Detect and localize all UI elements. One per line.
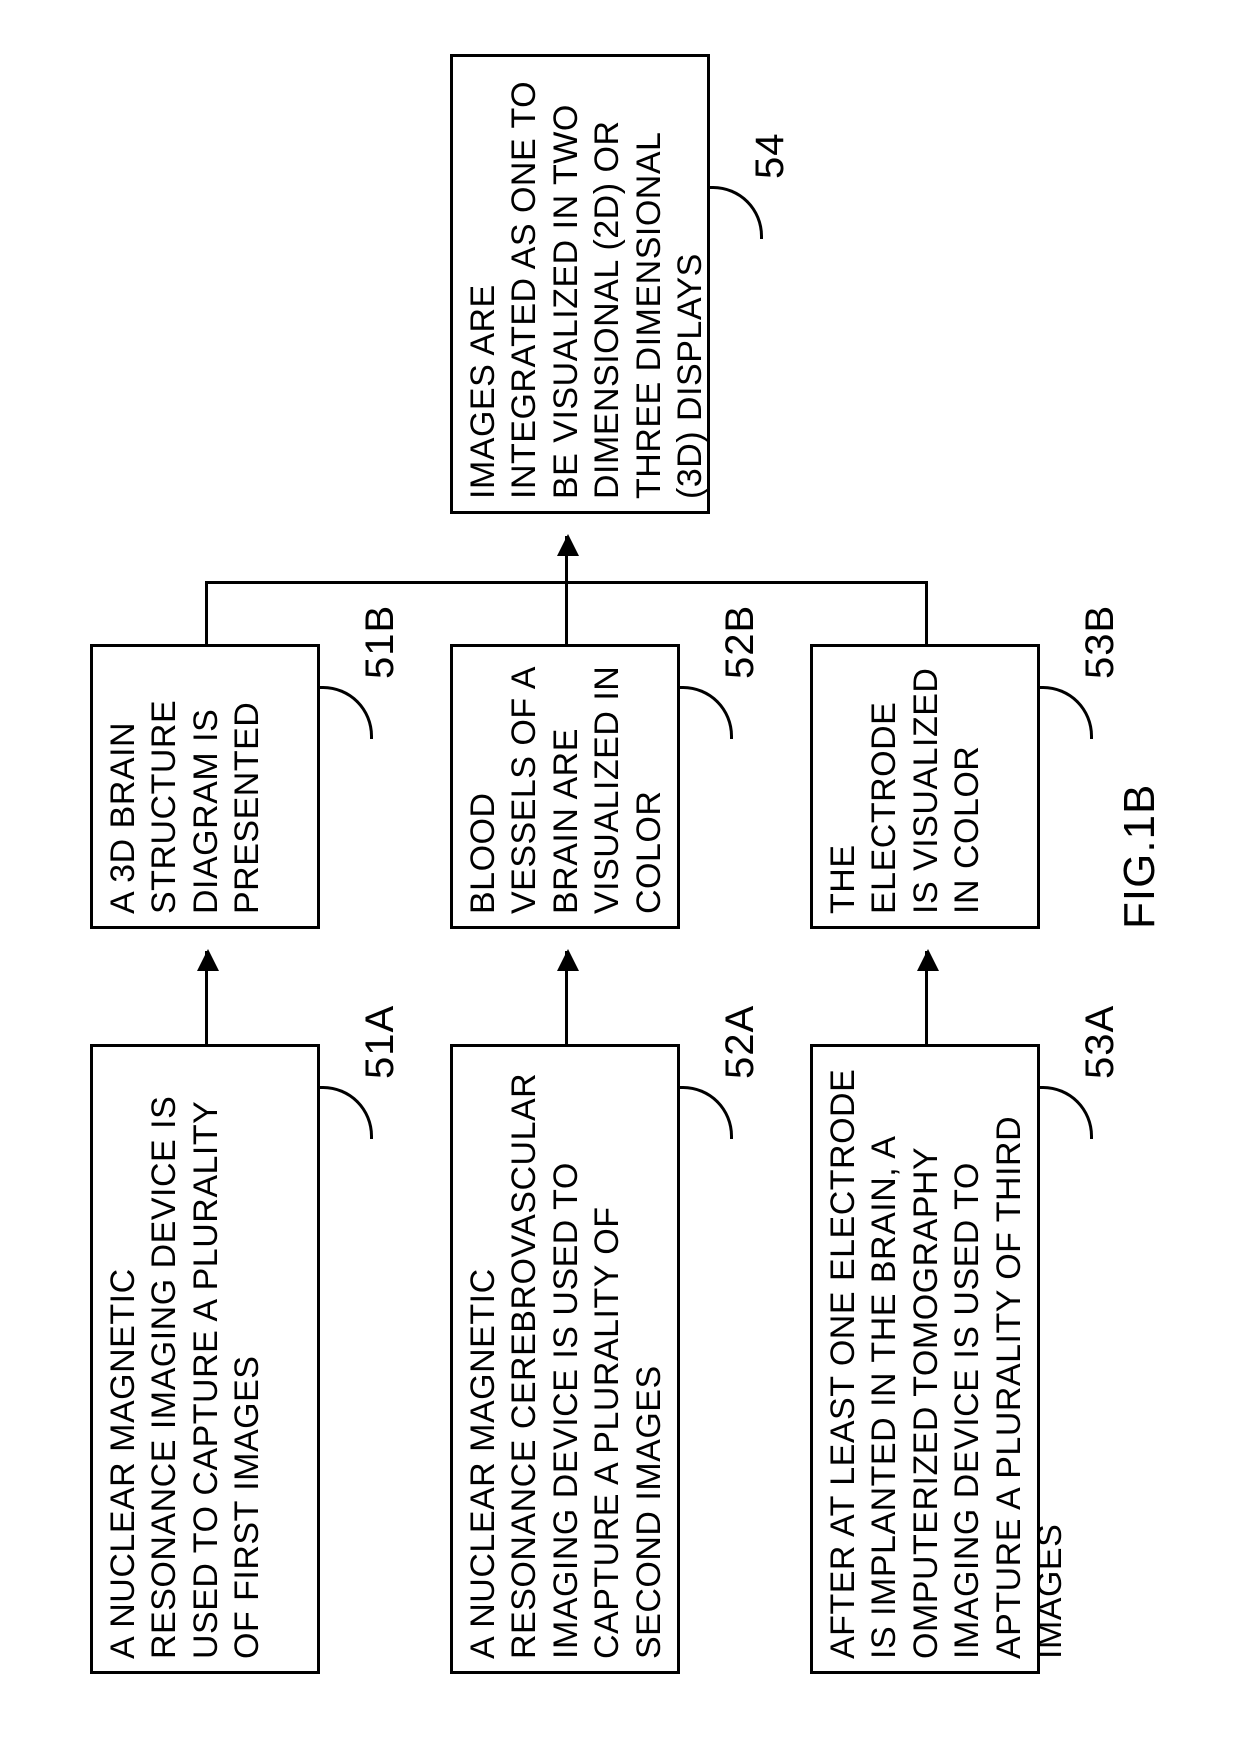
box-51a-text: A NUCLEAR MAGNETIC RESONANCE IMAGING DEV… [103, 1059, 269, 1659]
box-51b-text: A 3D BRAIN STRUCTURE DIAGRAM IS PRESENTE… [103, 659, 269, 914]
label-52b: 52B [718, 605, 763, 679]
box-54: IMAGES ARE INTEGRATED AS ONE TO BE VISUA… [450, 54, 710, 514]
lead-51a-curve [320, 1086, 373, 1139]
lead-53a-curve [1040, 1086, 1093, 1139]
lead-52b-curve [680, 686, 733, 739]
lead-54-curve [710, 186, 763, 239]
lead-51b-curve [320, 686, 373, 739]
box-52b: BLOOD VESSELS OF A BRAIN ARE VISUALIZED … [450, 644, 680, 929]
stub-51b [205, 581, 208, 644]
box-52b-text: BLOOD VESSELS OF A BRAIN ARE VISUALIZED … [463, 659, 670, 914]
label-51b: 51B [358, 605, 403, 679]
stub-52b [565, 584, 568, 644]
label-53b: 53B [1078, 605, 1123, 679]
figure-caption: FIG.1B [1115, 784, 1165, 929]
box-53b: THE ELECTRODE IS VISUALIZED IN COLOR [810, 644, 1040, 929]
label-53a: 53A [1078, 1005, 1123, 1079]
lead-53b-curve [1040, 686, 1093, 739]
arrow-53a-53b [925, 951, 928, 1044]
box-53a-text: AFTER AT LEAST ONE ELECTRODE IS IMPLANTE… [823, 1059, 1072, 1659]
canvas: A NUCLEAR MAGNETIC RESONANCE IMAGING DEV… [0, 0, 1240, 1759]
box-51a: A NUCLEAR MAGNETIC RESONANCE IMAGING DEV… [90, 1044, 320, 1674]
box-51b: A 3D BRAIN STRUCTURE DIAGRAM IS PRESENTE… [90, 644, 320, 929]
arrow-merge-54 [565, 536, 568, 584]
box-54-text: IMAGES ARE INTEGRATED AS ONE TO BE VISUA… [463, 69, 712, 499]
label-54: 54 [748, 133, 793, 180]
box-52a-text: A NUCLEAR MAGNETIC RESONANCE CEREBROVASC… [463, 1059, 670, 1659]
label-51a: 51A [358, 1005, 403, 1079]
lead-52a-curve [680, 1086, 733, 1139]
box-53b-text: THE ELECTRODE IS VISUALIZED IN COLOR [823, 659, 989, 914]
arrow-52a-52b [565, 951, 568, 1044]
arrow-51a-51b [205, 951, 208, 1044]
box-52a: A NUCLEAR MAGNETIC RESONANCE CEREBROVASC… [450, 1044, 680, 1674]
label-52a: 52A [718, 1005, 763, 1079]
diagram-inner: A NUCLEAR MAGNETIC RESONANCE IMAGING DEV… [0, 0, 1240, 1759]
box-53a: AFTER AT LEAST ONE ELECTRODE IS IMPLANTE… [810, 1044, 1040, 1674]
stub-53b [925, 581, 928, 644]
